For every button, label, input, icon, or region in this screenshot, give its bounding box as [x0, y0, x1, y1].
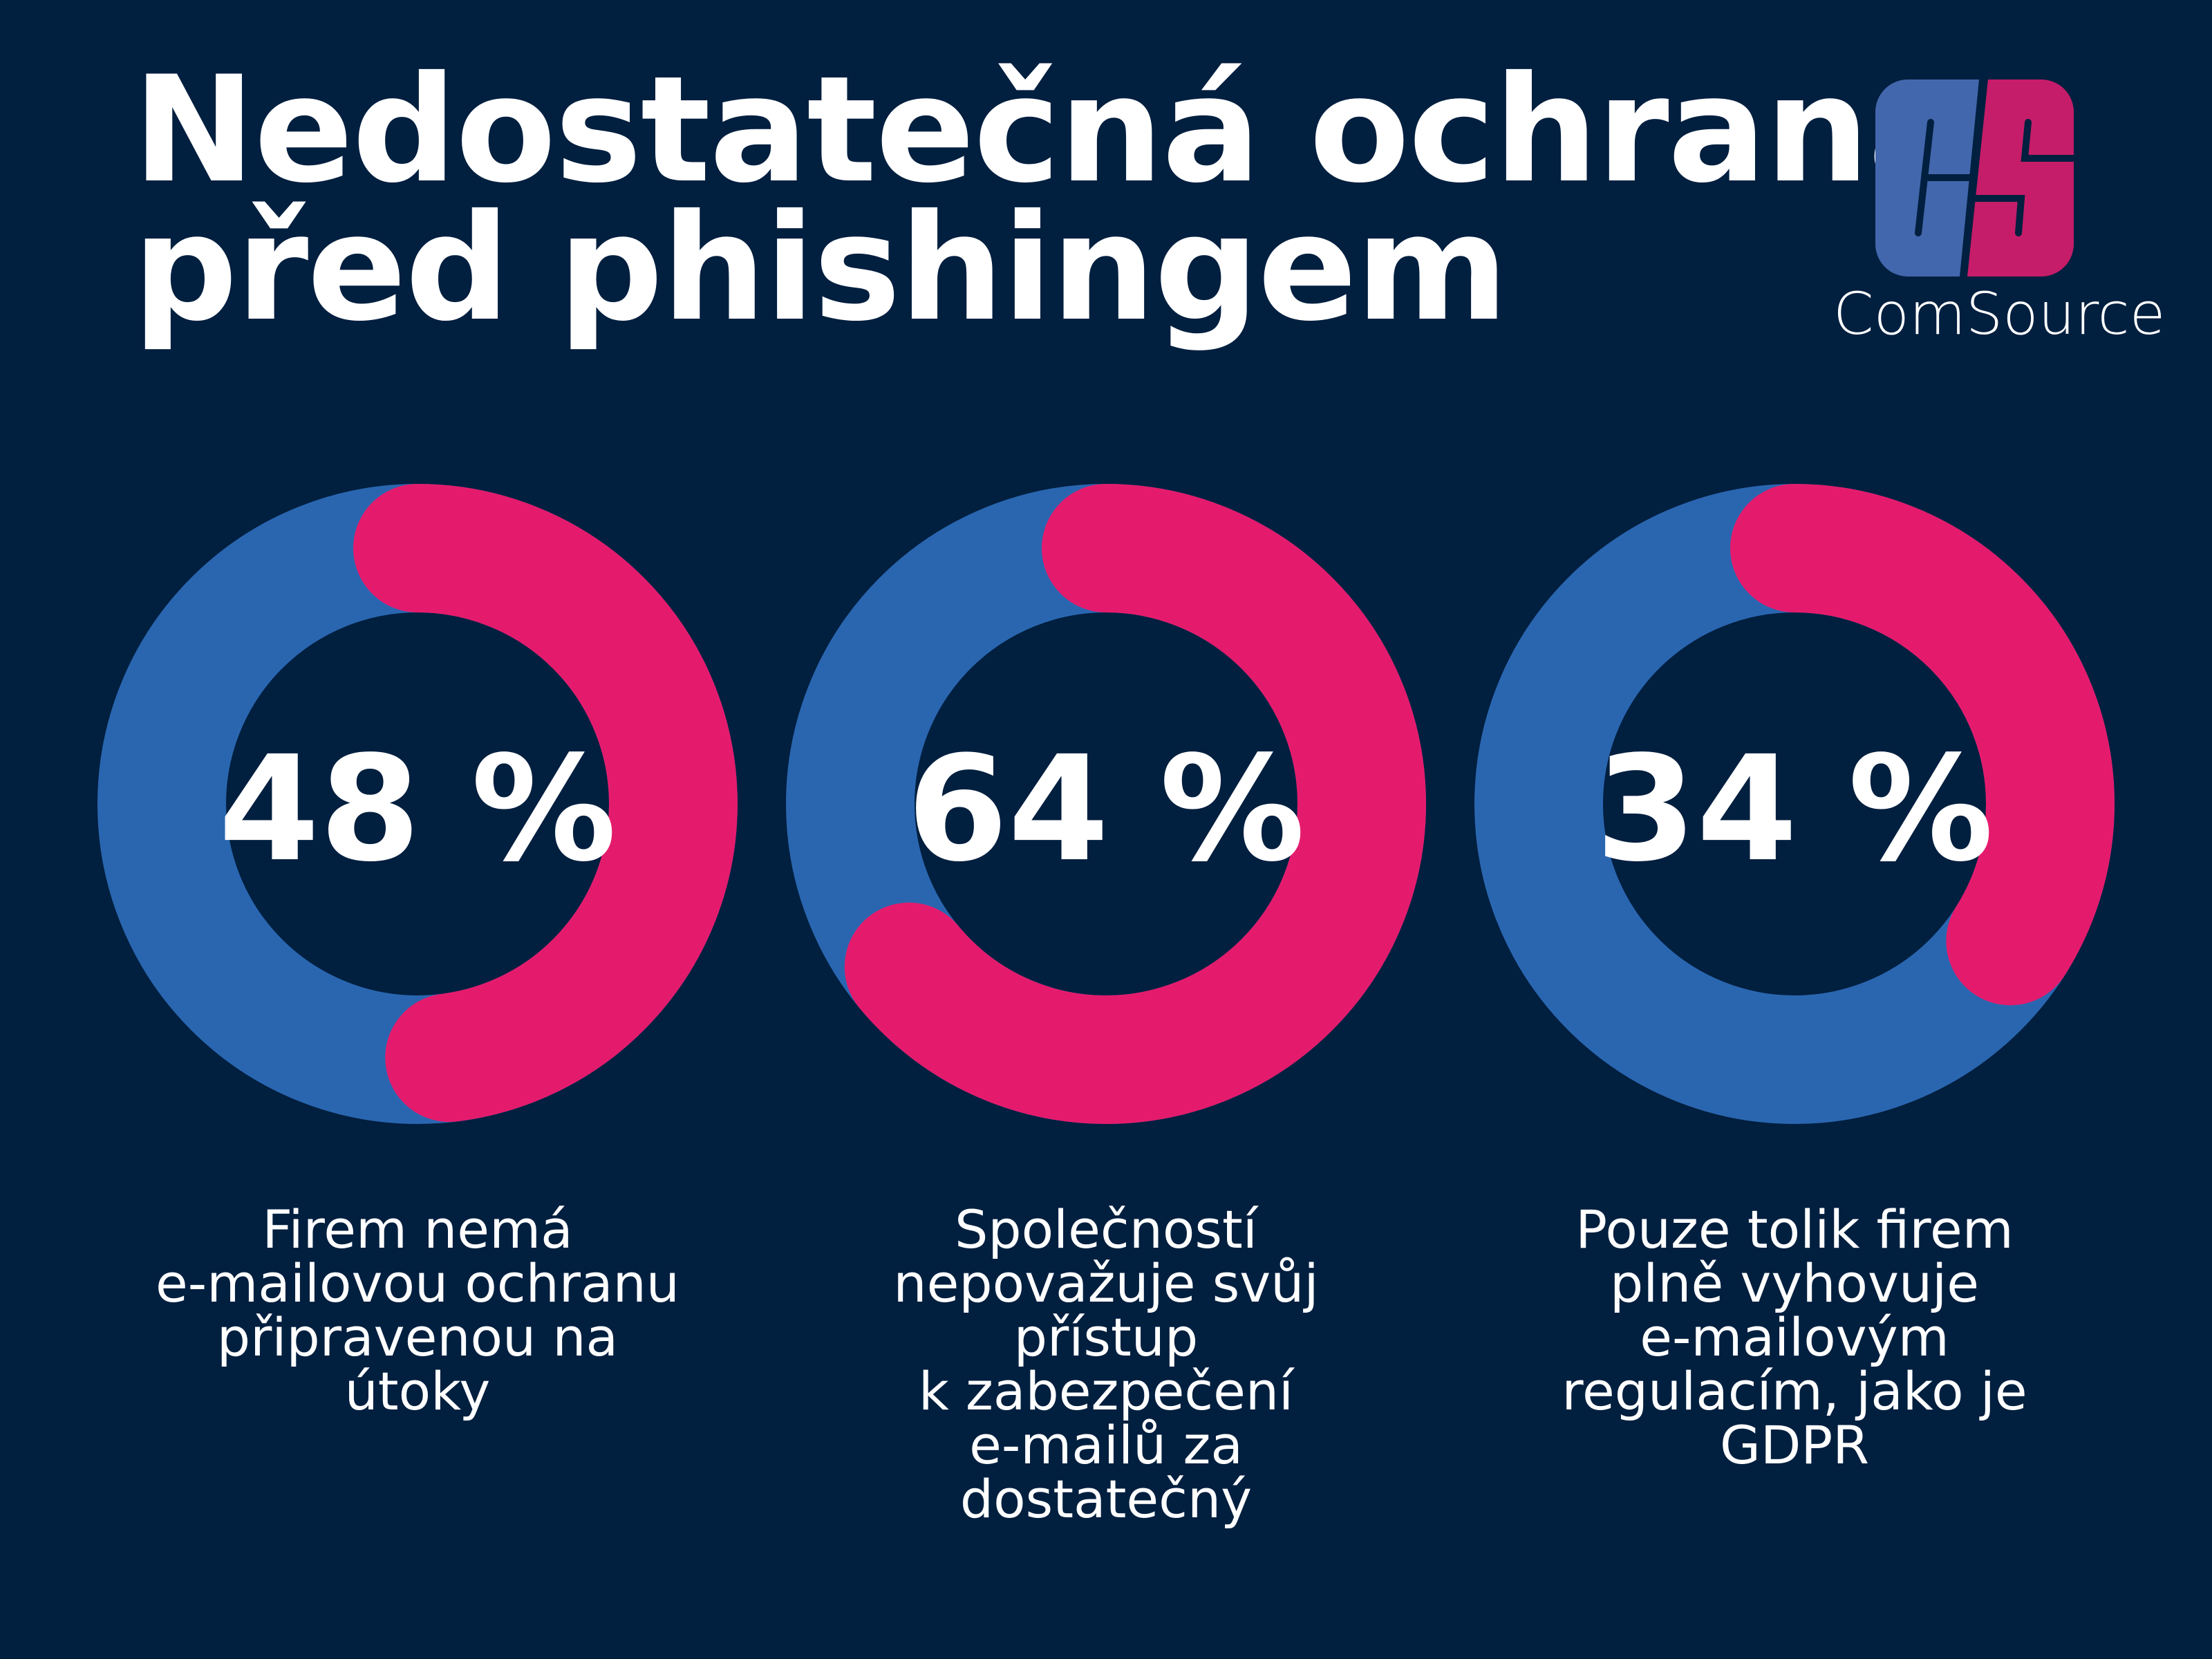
title-line-1: Nedostatečná ochrana: [133, 44, 1967, 215]
caption-line: e-mailovým: [1640, 1306, 1949, 1368]
logo-wordmark: ComSource: [1833, 280, 2166, 348]
page-title: Nedostatečná ochrana před phishingem: [133, 44, 1967, 353]
donut-value-arc: [1474, 484, 2115, 1124]
caption-line: plně vyhovuje: [1609, 1253, 1980, 1314]
caption-line: Pouze tolik firem: [1575, 1199, 2014, 1260]
caption-line: Společností: [955, 1199, 1257, 1260]
caption-line: připravenou na: [216, 1306, 619, 1368]
caption-line: e-mailů za: [969, 1414, 1243, 1476]
donut-value-arc: [786, 484, 1426, 1124]
donut-value-arc: [97, 484, 738, 1124]
donut-percent-label: 34 %: [1595, 724, 1994, 894]
donut-1-caption: Firem nemá e-mailovou ochranu připravenou …: [120, 1203, 715, 1418]
caption-line: k zabezpečení: [918, 1360, 1294, 1422]
title-line-2: před phishingem: [133, 182, 1508, 353]
donut-percent-label: 48 %: [218, 724, 617, 894]
caption-line: útoky: [344, 1360, 491, 1422]
caption-line: nepovažuje svůj: [893, 1253, 1319, 1314]
caption-line: GDPR: [1719, 1414, 1870, 1476]
caption-line: e-mailovou ochranu: [156, 1253, 679, 1314]
donut-3-caption: Pouze tolik firem plně vyhovuje e-mailovým…: [1497, 1203, 2092, 1472]
donut-percent-label: 64 %: [907, 724, 1305, 894]
donut-2-caption: Společností nepovažuje svůj přístup k zabez…: [809, 1203, 1403, 1526]
caption-line: regulacím, jako je: [1562, 1360, 2027, 1422]
caption-line: přístup: [1013, 1306, 1199, 1368]
comsource-logo: [1875, 79, 2077, 276]
caption-line: dostatečný: [959, 1468, 1253, 1530]
caption-line: Firem nemá: [262, 1199, 573, 1260]
